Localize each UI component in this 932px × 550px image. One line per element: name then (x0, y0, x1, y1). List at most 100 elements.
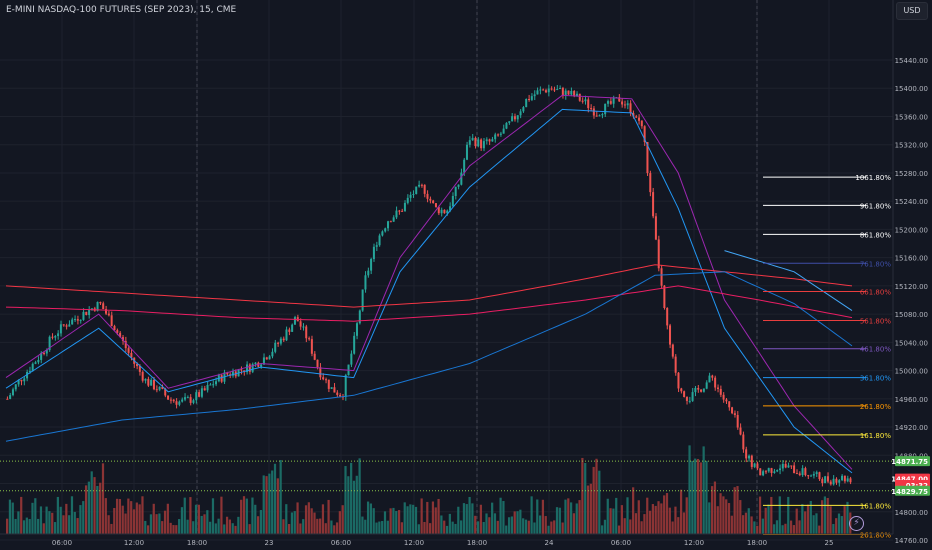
volume-bar (293, 511, 296, 534)
volume-bar (533, 522, 536, 534)
volume-bar (502, 501, 505, 534)
volume-bar (392, 507, 395, 534)
candle (736, 414, 739, 428)
volume-bar (366, 501, 370, 534)
volume-bar (144, 520, 147, 534)
volume-bar (254, 504, 257, 534)
volume-bar (290, 512, 294, 534)
volume-bar (42, 523, 45, 534)
candle (172, 399, 175, 402)
candle (361, 289, 364, 311)
candle (553, 89, 556, 91)
candle (254, 362, 257, 365)
candle (680, 388, 683, 392)
candle (688, 400, 691, 402)
candle (443, 209, 446, 214)
candle (395, 210, 398, 218)
moving-average-line (5, 108, 853, 474)
volume-bar (180, 507, 184, 534)
candle (65, 325, 68, 327)
volume-bar (397, 510, 401, 534)
candle (82, 311, 85, 320)
volume-bar (192, 521, 195, 534)
candle (570, 91, 573, 95)
candle (719, 388, 722, 395)
volume-bar (420, 498, 423, 534)
volume-bar (524, 519, 528, 534)
candle (460, 172, 463, 185)
candle (330, 387, 333, 389)
candle (336, 392, 339, 395)
volume-bar (431, 501, 435, 534)
volume-bar (440, 515, 443, 534)
volume-bar (358, 458, 361, 534)
candle (787, 465, 790, 468)
volume-bar (617, 525, 621, 534)
volume-bar (251, 497, 254, 534)
moving-average-line (5, 271, 853, 442)
volume-bar (795, 508, 798, 534)
volume-bar (234, 525, 237, 534)
candle (418, 184, 421, 187)
candle (550, 88, 553, 90)
volume-bar (637, 500, 640, 534)
currency-button[interactable]: USD (896, 2, 928, 20)
lightning-icon[interactable]: ⚡ (849, 516, 864, 531)
volume-bar (87, 481, 90, 534)
volume-bar (663, 495, 666, 534)
volume-bar (28, 519, 31, 534)
volume-bar (623, 518, 626, 534)
candle (522, 107, 525, 112)
volume-bar (507, 517, 511, 534)
volume-bar (406, 506, 409, 534)
volume-bar (20, 496, 23, 534)
volume-bar (70, 496, 74, 534)
y-tick-label: 15240.00 (895, 198, 928, 206)
volume-bar (149, 514, 153, 534)
candle (731, 407, 734, 414)
volume-bar (581, 457, 584, 534)
candle (488, 139, 491, 142)
candle (750, 455, 753, 467)
volume-bar (767, 504, 770, 534)
volume-bar (648, 510, 652, 534)
volume-bar (163, 510, 167, 534)
candle (203, 388, 206, 391)
volume-bar (657, 501, 660, 534)
candle (141, 371, 144, 381)
candle (429, 198, 432, 201)
candle (130, 352, 133, 358)
volume-bar (519, 509, 522, 534)
volume-bar (775, 520, 779, 534)
candle (499, 133, 502, 135)
candle (544, 90, 547, 93)
candle (381, 231, 384, 236)
volume-bar (448, 513, 451, 534)
candle (20, 379, 23, 382)
volume-bar (595, 458, 598, 534)
candle (849, 478, 852, 483)
volume-bar (172, 525, 175, 534)
candle (632, 112, 635, 117)
volume-bar (225, 516, 229, 534)
candle (209, 384, 212, 386)
volume-bar (750, 516, 753, 534)
candle (271, 351, 274, 357)
candle (606, 101, 609, 104)
volume-bar (806, 504, 810, 534)
volume-bar (665, 493, 669, 534)
candle (471, 137, 474, 141)
volume-bar (677, 517, 680, 534)
volume-bar (381, 521, 384, 534)
volume-bar (829, 506, 832, 534)
volume-bar (747, 508, 750, 534)
candle (841, 475, 844, 481)
volume-bar (217, 518, 220, 534)
candle (195, 392, 198, 401)
candle (564, 90, 567, 96)
candle (14, 384, 17, 390)
candle (804, 468, 807, 476)
candle (76, 319, 79, 321)
moving-average-line (5, 94, 853, 470)
